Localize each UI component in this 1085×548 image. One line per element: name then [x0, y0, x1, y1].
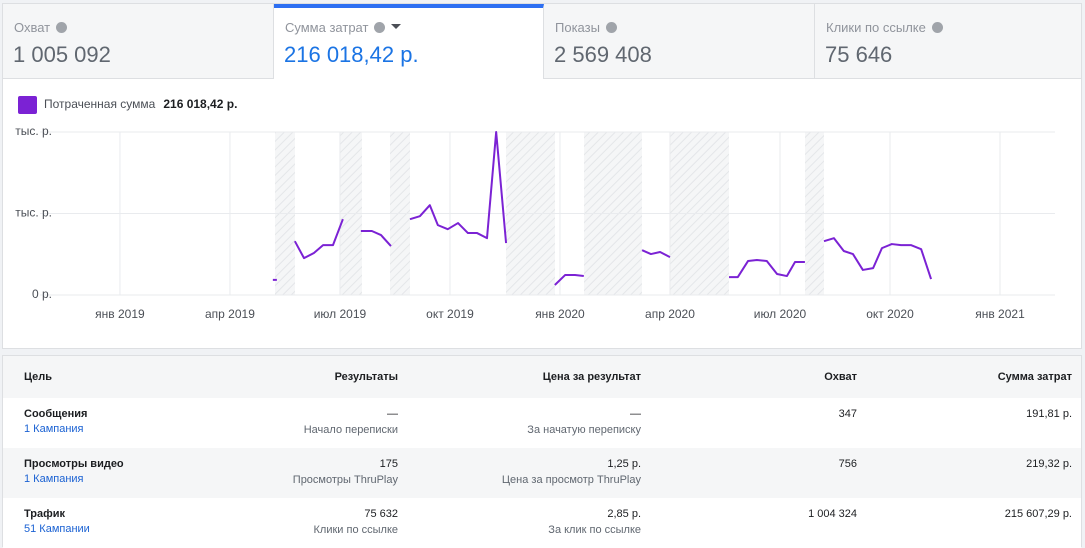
tab-label: Сумма затрат [285, 20, 405, 35]
tab-value: 2 569 408 [554, 42, 652, 67]
header-cell: Охват [824, 371, 857, 383]
tab-value: 1 005 092 [13, 42, 111, 67]
cost-type: Цена за просмотр ThruPlay [501, 474, 641, 486]
info-icon [931, 22, 943, 33]
tab[interactable]: Сумма затрат 216 018,42 р. [274, 4, 544, 79]
x-tick-label: окт 2019 [426, 307, 474, 321]
x-tick-label: июл 2019 [314, 307, 367, 321]
y-tick-label: тыс. р. [15, 206, 52, 220]
x-tick-label: апр 2020 [645, 307, 695, 321]
tab-label: Показы [555, 20, 617, 35]
dropdown-caret[interactable] [385, 22, 405, 32]
x-tick-label: янв 2019 [95, 307, 145, 321]
header-cell: Сумма затрат [997, 371, 1072, 383]
legend-swatch [18, 96, 37, 114]
x-tick-label: янв 2020 [535, 307, 585, 321]
info-icon [374, 22, 386, 33]
x-tick-label: янв 2021 [975, 307, 1025, 321]
results: — [387, 408, 398, 420]
cost-per-result: — [630, 408, 641, 420]
legend-label: Потраченная сумма [44, 97, 156, 111]
results-type: Начало переписки [303, 424, 398, 436]
table-row: Трафик 51 Кампании 75 632 Клики по ссылке 2,… [3, 498, 1081, 548]
cost-type: За клик по ссылке [548, 524, 641, 536]
info-icon [56, 22, 68, 33]
header-cell: Цена за результат [542, 371, 641, 383]
tab-value: 216 018,42 р. [284, 42, 419, 67]
y-tick-label: 0 р. [32, 287, 52, 301]
cost-per-result: 2,85 р. [607, 508, 641, 520]
tab-label-text: Клики по ссылке [826, 20, 926, 35]
results: 75 632 [364, 508, 398, 520]
reach: 756 [838, 458, 857, 470]
campaign-link[interactable]: 1 Кампания [24, 423, 84, 435]
results: 175 [379, 458, 398, 470]
goal: Сообщения [24, 408, 88, 420]
goal: Просмотры видео [24, 458, 124, 470]
table-row: Просмотры видео 1 Кампания 175 Просмотры Th… [3, 448, 1081, 498]
chart: Потраченная сумма 216 018,42 р. янв 2019 а… [15, 96, 1055, 321]
tab-label-text: Показы [555, 20, 600, 35]
info-icon [605, 22, 617, 33]
results-type: Клики по ссылке [313, 524, 399, 536]
tab-label-text: Сумма затрат [285, 20, 369, 35]
y-tick-label: тыс. р. [15, 124, 52, 138]
legend-total: 216 018,42 р. [163, 97, 237, 111]
spend: 215 607,29 р. [1004, 508, 1072, 520]
tab-label: Клики по ссылке [826, 20, 943, 35]
spend: 191,81 р. [1026, 408, 1072, 420]
goal: Трафик [24, 508, 66, 520]
tab-label-text: Охват [14, 20, 51, 35]
cost-type: За начатую переписку [527, 424, 641, 436]
campaign-link[interactable]: 1 Кампания [24, 473, 84, 485]
chart-card: Охват 1 005 092 Сумма затрат 216 018,42 р.… [2, 3, 1082, 349]
table-header: Цель Результаты Цена за результат Охват … [3, 356, 1081, 398]
table-card: Цель Результаты Цена за результат Охват … [2, 355, 1082, 548]
results-type: Просмотры ThruPlay [292, 474, 398, 486]
tab-label: Охват [14, 20, 68, 35]
spend: 219,32 р. [1026, 458, 1072, 470]
line-series [272, 131, 933, 286]
tab[interactable]: Охват 1 005 092 [3, 4, 274, 79]
header-cell: Цель [24, 371, 53, 383]
reach: 1 004 324 [808, 508, 857, 520]
tab[interactable]: Клики по ссылке 75 646 [815, 4, 1081, 79]
x-tick-label: июл 2020 [754, 307, 807, 321]
legend: Потраченная сумма 216 018,42 р. [44, 97, 237, 111]
reach: 347 [838, 408, 857, 420]
cost-per-result: 1,25 р. [607, 458, 641, 470]
x-tick-label: апр 2019 [205, 307, 255, 321]
table-row: Сообщения 1 Кампания — Начало переписки — За … [3, 398, 1081, 448]
header-cell: Результаты [334, 371, 398, 383]
tab-value: 75 646 [825, 42, 893, 67]
x-tick-label: окт 2020 [866, 307, 914, 321]
campaign-link[interactable]: 51 Кампании [24, 523, 90, 535]
tab[interactable]: Показы 2 569 408 [544, 4, 815, 79]
